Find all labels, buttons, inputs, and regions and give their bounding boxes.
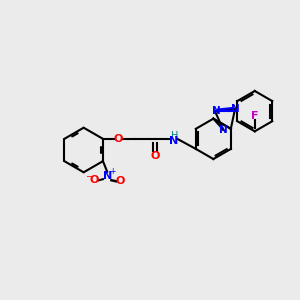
Text: H: H <box>171 131 178 141</box>
Text: +: + <box>109 167 115 176</box>
Text: O: O <box>115 176 124 186</box>
Text: N: N <box>169 136 178 146</box>
Text: N: N <box>231 104 239 114</box>
Text: N: N <box>212 106 220 116</box>
Text: O: O <box>150 151 160 161</box>
Text: N: N <box>219 124 227 135</box>
Text: O: O <box>113 134 122 144</box>
Text: O: O <box>90 175 99 185</box>
Text: F: F <box>251 111 259 121</box>
Text: N: N <box>103 171 112 181</box>
Text: −: − <box>85 172 92 181</box>
